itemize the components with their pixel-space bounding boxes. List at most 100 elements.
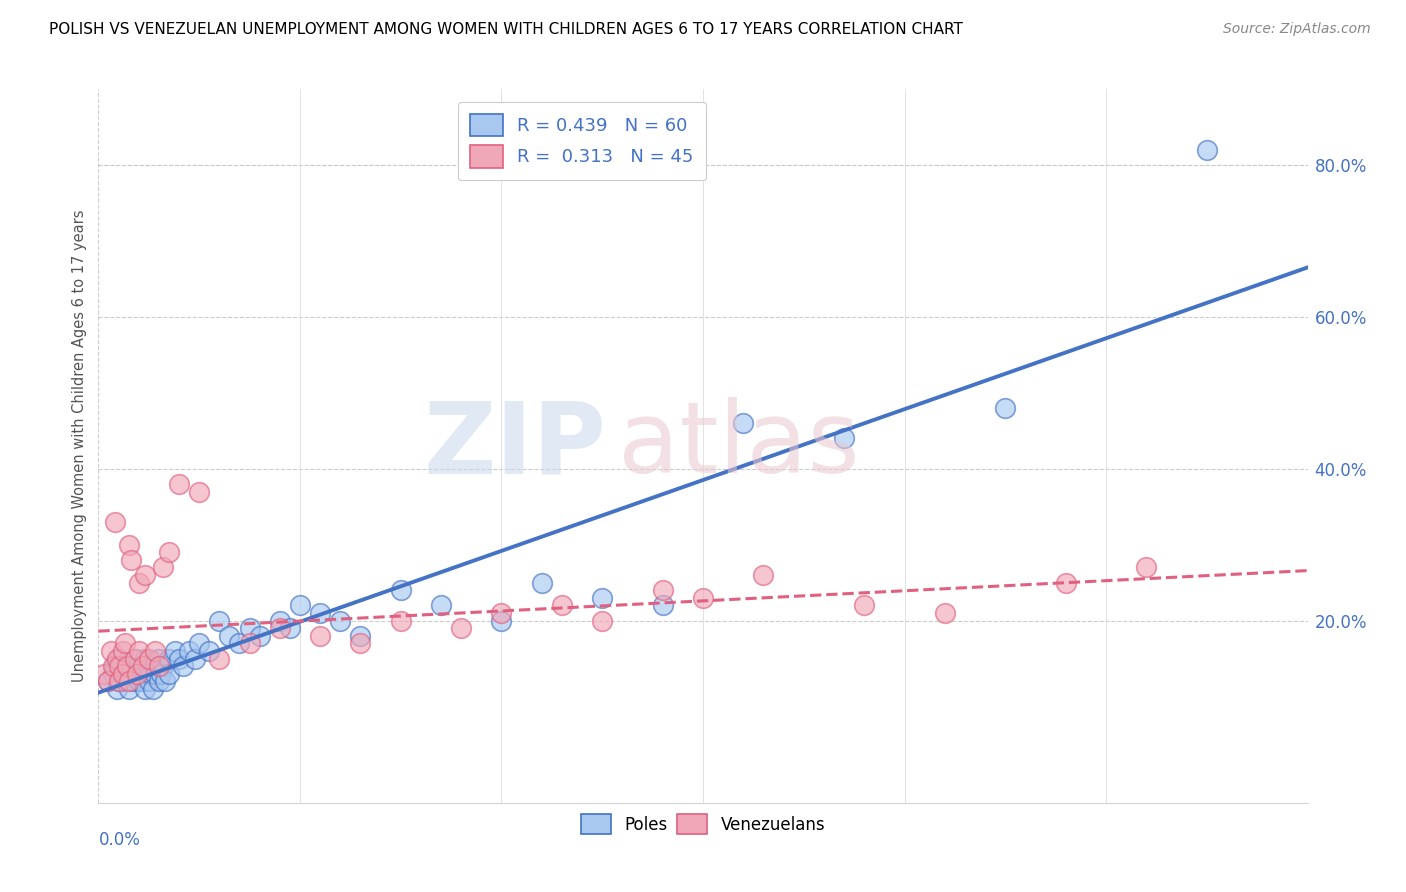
Point (853, 599, 876, 613)
Point (118, 538, 141, 552)
Point (132, 674, 155, 689)
Point (143, 666, 166, 681)
Point (934, 606, 956, 620)
Point (118, 666, 141, 681)
Point (114, 674, 136, 689)
Point (994, 401, 1017, 415)
Point (129, 666, 152, 681)
Point (118, 674, 141, 689)
Point (1135, 560, 1157, 574)
Point (111, 666, 134, 681)
Point (134, 568, 156, 582)
Point (105, 651, 128, 665)
Point (101, 666, 124, 681)
Point (148, 674, 170, 689)
Point (239, 621, 262, 635)
Point (148, 659, 170, 673)
Point (149, 666, 172, 681)
Point (288, 599, 311, 613)
Point (111, 644, 134, 658)
Point (142, 681, 165, 696)
Point (752, 568, 775, 582)
Point (249, 629, 271, 643)
Point (121, 674, 143, 689)
Point (651, 583, 673, 598)
Point (218, 629, 240, 643)
Y-axis label: Unemployment Among Women with Children Ages 6 to 17 years: Unemployment Among Women with Children A… (72, 210, 87, 682)
Point (450, 621, 472, 635)
Point (97, 674, 120, 689)
Point (107, 659, 129, 673)
Point (228, 636, 250, 650)
Point (97, 674, 120, 689)
Point (143, 644, 166, 658)
Point (118, 681, 141, 696)
Point (188, 484, 211, 499)
Point (139, 666, 162, 681)
Point (107, 651, 129, 665)
Point (138, 674, 160, 689)
Point (103, 659, 125, 673)
Point (157, 545, 180, 559)
Point (167, 651, 190, 665)
Point (100, 644, 122, 658)
Point (530, 575, 553, 590)
Point (184, 651, 207, 665)
Point (134, 651, 156, 665)
Point (1195, 143, 1218, 157)
Point (591, 614, 613, 628)
Point (93, 666, 115, 681)
Point (188, 636, 211, 650)
Text: POLISH VS VENEZUELAN UNEMPLOYMENT AMONG WOMEN WITH CHILDREN AGES 6 TO 17 YEARS C: POLISH VS VENEZUELAN UNEMPLOYMENT AMONG … (49, 22, 963, 37)
Point (651, 599, 673, 613)
Point (239, 636, 262, 650)
Point (128, 659, 150, 673)
Point (389, 614, 412, 628)
Point (1054, 575, 1077, 590)
Point (692, 591, 714, 605)
Point (124, 651, 146, 665)
Point (157, 651, 180, 665)
Point (124, 651, 146, 665)
Point (278, 621, 301, 635)
Point (138, 651, 160, 665)
Point (551, 599, 574, 613)
Point (143, 659, 166, 673)
Point (111, 666, 134, 681)
Point (491, 614, 513, 628)
Point (152, 560, 174, 574)
Point (832, 431, 855, 445)
Point (114, 636, 136, 650)
Text: ZIP: ZIP (423, 398, 606, 494)
Point (733, 416, 755, 430)
Point (115, 659, 138, 673)
Point (107, 674, 129, 689)
Point (138, 659, 160, 673)
Text: 0.0%: 0.0% (98, 831, 141, 849)
Point (163, 644, 186, 658)
Point (103, 515, 125, 529)
Point (128, 575, 150, 590)
Text: atlas: atlas (619, 398, 860, 494)
Point (430, 599, 453, 613)
Point (329, 614, 352, 628)
Point (591, 591, 613, 605)
Point (125, 666, 148, 681)
Point (349, 636, 371, 650)
Point (134, 681, 156, 696)
Point (491, 606, 513, 620)
Point (172, 659, 194, 673)
Point (107, 674, 129, 689)
Point (157, 666, 180, 681)
Point (118, 659, 141, 673)
Point (309, 629, 332, 643)
Point (269, 621, 291, 635)
Point (148, 651, 170, 665)
Point (179, 644, 201, 658)
Point (105, 681, 128, 696)
Point (132, 659, 155, 673)
Point (269, 614, 291, 628)
Text: Source: ZipAtlas.com: Source: ZipAtlas.com (1223, 22, 1371, 37)
Legend: Poles, Venezuelans: Poles, Venezuelans (574, 807, 832, 841)
Point (128, 644, 150, 658)
